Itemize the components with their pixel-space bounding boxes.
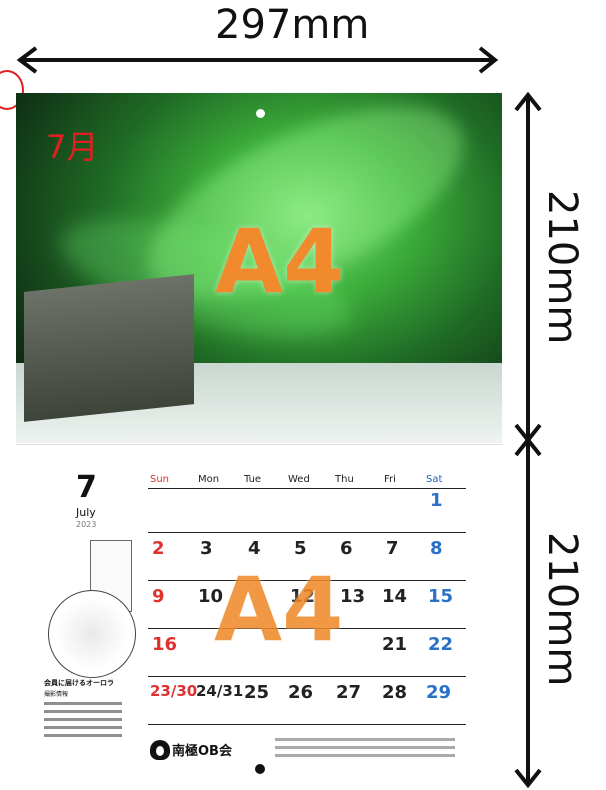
date-cell: 15 — [428, 586, 454, 607]
size-label-top: A4 — [215, 210, 345, 313]
aurora-photo — [16, 93, 502, 443]
hanging-hole-bottom — [255, 764, 265, 774]
date-cell: 12 — [290, 586, 316, 607]
date-cell: 7 — [386, 538, 399, 559]
row-rule — [148, 532, 466, 533]
weekday-sat: Sat — [426, 474, 443, 485]
date-cell: 10 — [198, 586, 224, 607]
station-building — [24, 274, 194, 422]
row-rule — [148, 724, 466, 725]
date-cell: 16 — [152, 634, 178, 655]
weekday-mon: Mon — [198, 474, 220, 485]
date-cell: 25 — [244, 682, 270, 703]
aurora-note-title: 会員に届けるオーロラ — [44, 679, 114, 687]
calendar-month-number: 7 — [76, 470, 97, 505]
weekday-wed: Wed — [288, 474, 310, 485]
upper-height-dimension-label: 210mm — [539, 190, 585, 345]
date-cell: 5 — [294, 538, 307, 559]
date-cell: 29 — [426, 682, 452, 703]
fine-print-line — [44, 702, 122, 705]
contact-fine-print — [275, 738, 455, 741]
date-cell: 6 — [340, 538, 353, 559]
calendar-month-name: July — [76, 506, 96, 519]
fine-print-line — [44, 734, 122, 737]
red-circle-mark — [0, 70, 24, 110]
date-cell: 14 — [382, 586, 408, 607]
fine-print-line — [44, 726, 122, 729]
lower-height-dimension-label: 210mm — [539, 532, 585, 687]
contact-fine-print — [275, 754, 455, 757]
penguin-icon — [150, 740, 170, 760]
date-cell: 9 — [152, 586, 165, 607]
header-rule — [148, 488, 466, 489]
date-cell: 24/31 — [196, 682, 244, 700]
date-cell: 8 — [430, 538, 443, 559]
date-cell: 13 — [340, 586, 366, 607]
date-cell: 26 — [288, 682, 314, 703]
date-cell: 4 — [248, 538, 261, 559]
row-rule — [148, 580, 466, 581]
date-cell: 27 — [336, 682, 362, 703]
date-cell: 23/30 — [150, 682, 198, 700]
date-cell: 1 — [430, 490, 443, 511]
aurora-note-subtitle: 撮影情報 — [44, 691, 69, 698]
hanging-hole-top — [256, 109, 265, 118]
width-dimension-label: 297mm — [215, 2, 370, 48]
calendar-year: 2023 — [76, 520, 97, 529]
weekday-fri: Fri — [384, 474, 396, 485]
date-cell: 3 — [200, 538, 213, 559]
date-cell: 28 — [382, 682, 408, 703]
size-label-bottom: A4 — [214, 558, 344, 661]
date-cell: 21 — [382, 634, 408, 655]
contact-fine-print — [275, 746, 455, 749]
fine-print-line — [44, 718, 122, 721]
fine-print-line — [44, 710, 122, 713]
weekday-tue: Tue — [244, 474, 262, 485]
organization-name: 南極OB会 — [172, 744, 232, 759]
photo-month-label: 7月 — [46, 128, 99, 166]
row-rule — [148, 628, 466, 629]
antarctica-map — [48, 590, 136, 678]
date-cell: 2 — [152, 538, 165, 559]
weekday-thu: Thu — [335, 474, 354, 485]
row-rule — [148, 676, 466, 677]
date-cell: 22 — [428, 634, 454, 655]
weekday-sun: Sun — [150, 474, 170, 485]
